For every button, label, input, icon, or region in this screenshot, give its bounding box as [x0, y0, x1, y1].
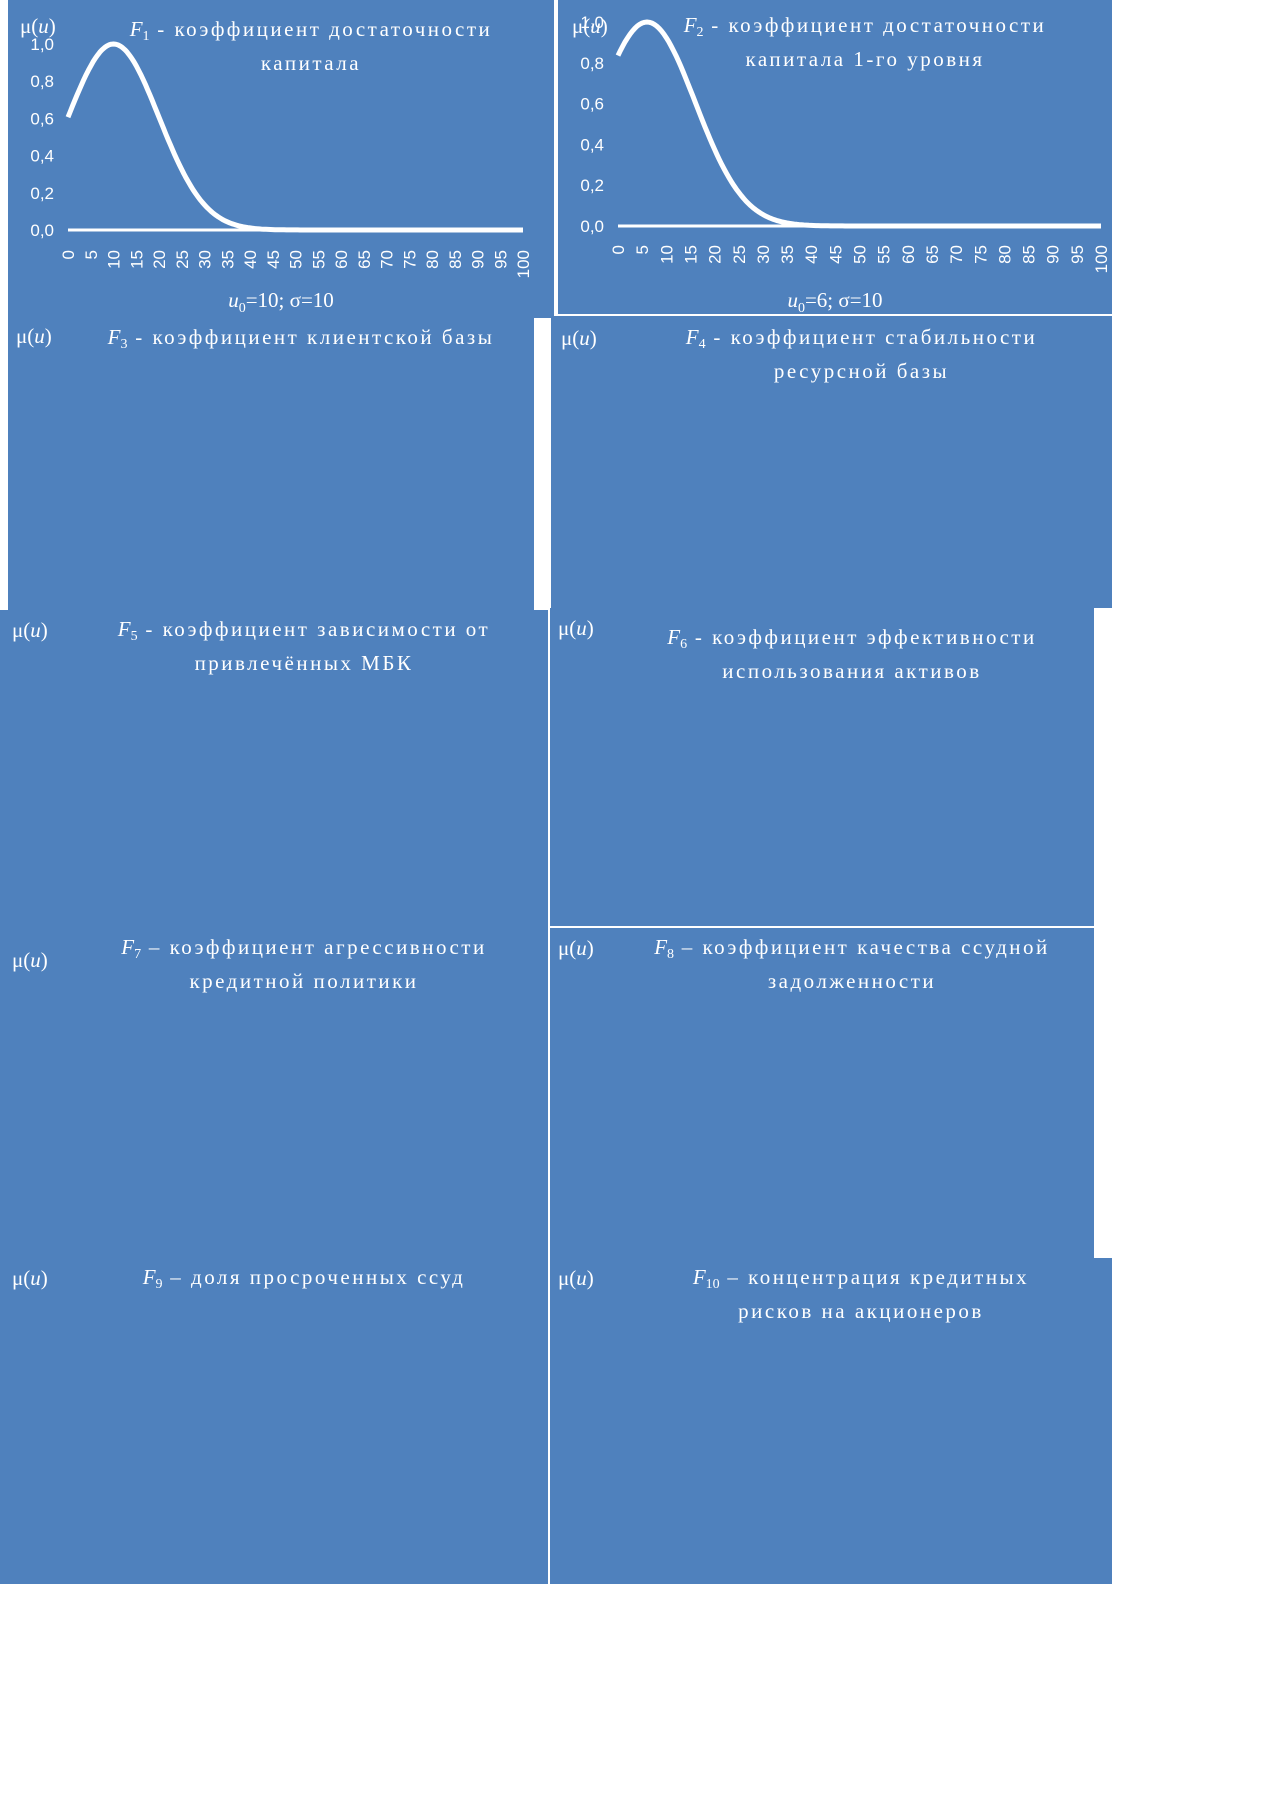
x-tick-label: 80 [423, 250, 442, 269]
x-tick-label: 40 [241, 250, 260, 269]
chart-svg: 0,00,20,40,60,81,00510152025303540455055… [550, 608, 1094, 926]
y-tick-label: 1,0 [30, 35, 54, 54]
x-tick-label: 15 [127, 250, 146, 269]
chart-panel-f9: 0,00,20,40,60,81,00510152025303540455055… [0, 1258, 548, 1584]
x-tick-label: 75 [971, 245, 990, 264]
x-tick-label: 35 [218, 250, 237, 269]
chart-panel-f6: 0,00,20,40,60,81,00510152025303540455055… [550, 608, 1094, 926]
y-axis-label: μ(u) [16, 324, 52, 348]
chart-svg: 0,00,20,40,60,81,00510152025303540455055… [550, 928, 1094, 1258]
chart-svg: 0,00,20,40,60,81,00510152025303540455055… [0, 928, 548, 1258]
x-tick-label: 20 [150, 250, 169, 269]
x-tick-label: 95 [1068, 245, 1087, 264]
y-tick-label: 0,4 [580, 135, 604, 154]
chart-panel-f4: 0,00,20,40,60,81,00510152025303540455055… [551, 316, 1112, 608]
membership-curve [615, 19, 1102, 229]
hatch-bars [617, 22, 779, 226]
x-tick-label: 30 [196, 250, 215, 269]
y-axis-label: μ(u) [20, 14, 56, 38]
y-tick-label: 0,6 [30, 109, 54, 128]
chart-panel-f10: 0,00,20,40,60,81,00510152025303540455055… [550, 1258, 1112, 1584]
chart-caption: u0=10; σ=10 [228, 288, 334, 317]
x-tick-label: 50 [851, 245, 870, 264]
chart-panel-f3: 0,00,20,40,60,81,00510152025303540455055… [8, 318, 534, 610]
x-tick-label: 100 [1092, 245, 1111, 273]
chart-panel-f8: 0,00,20,40,60,81,00510152025303540455055… [550, 928, 1094, 1258]
x-tick-label: 70 [378, 250, 397, 269]
y-tick-label: 0,0 [580, 217, 604, 236]
membership-curve [65, 41, 524, 233]
chart-svg: 0,00,20,40,60,81,00510152025303540455055… [551, 316, 1112, 608]
x-tick-label: 40 [802, 245, 821, 264]
y-tick-label: 1,0 [580, 13, 604, 32]
x-tick-label: 90 [1044, 245, 1063, 264]
chart-caption: u0=6; σ=10 [787, 288, 883, 314]
x-tick-label: 25 [173, 250, 192, 269]
y-axis-label: μ(u) [561, 326, 597, 350]
y-axis-label: μ(u) [12, 618, 48, 642]
x-tick-label: 10 [105, 250, 124, 269]
x-tick-label: 5 [82, 250, 101, 259]
x-tick-label: 5 [633, 245, 652, 254]
x-tick-label: 65 [355, 250, 374, 269]
y-axis-label: μ(u) [572, 14, 608, 38]
x-tick-label: 60 [899, 245, 918, 264]
y-axis-label: μ(u) [558, 936, 594, 960]
y-tick-label: 0,4 [30, 147, 54, 166]
x-tick-label: 45 [264, 250, 283, 269]
chart-svg: 0,00,20,40,60,81,00510152025303540455055… [8, 318, 534, 610]
chart-svg: 0,00,20,40,60,81,00510152025303540455055… [0, 610, 548, 928]
x-tick-label: 55 [309, 250, 328, 269]
x-tick-label: 75 [400, 250, 419, 269]
x-tick-label: 85 [1020, 245, 1039, 264]
x-tick-label: 100 [514, 250, 533, 278]
chart-panel-f7: 0,00,20,40,60,81,00510152025303540455055… [0, 928, 548, 1258]
y-tick-label: 0,8 [580, 54, 604, 73]
x-tick-label: 90 [469, 250, 488, 269]
x-tick-label: 15 [681, 245, 700, 264]
y-tick-label: 0,2 [30, 184, 54, 203]
x-tick-label: 50 [287, 250, 306, 269]
y-tick-label: 0,6 [580, 95, 604, 114]
x-tick-label: 70 [947, 245, 966, 264]
x-tick-label: 45 [826, 245, 845, 264]
y-tick-label: 0,2 [580, 176, 604, 195]
x-tick-label: 20 [706, 245, 725, 264]
x-tick-label: 55 [875, 245, 894, 264]
chart-svg: 0,00,20,40,60,81,00510152025303540455055… [0, 1258, 548, 1584]
chart-panel-f1: 0,0 0,2 0,4 0,6 0,8 1,0 0 5 10 15 20 25 30 35 40 45 50 55… [8, 0, 554, 318]
x-tick-label: 60 [332, 250, 351, 269]
x-tick-label: 35 [778, 245, 797, 264]
x-tick-label: 10 [657, 245, 676, 264]
y-axis-label: μ(u) [12, 948, 48, 972]
x-tick-label: 30 [754, 245, 773, 264]
x-tick-label: 95 [491, 250, 510, 269]
y-axis-label: μ(u) [12, 1266, 48, 1290]
chart-panel-f2: 0,0 0,2 0,4 0,6 0,8 1,0 0 5 10 15 20 25 30 35 40 45 50 55… [558, 0, 1112, 314]
x-tick-label: 85 [446, 250, 465, 269]
x-tick-label: 0 [59, 250, 78, 259]
x-tick-label: 25 [730, 245, 749, 264]
y-axis-label: μ(u) [558, 616, 594, 640]
x-tick-label: 0 [609, 245, 628, 254]
hatch-bars [67, 44, 238, 230]
y-tick-label: 0,8 [30, 72, 54, 91]
x-tick-label: 80 [995, 245, 1014, 264]
y-axis-label: μ(u) [558, 1266, 594, 1290]
chart-panel-f5: 0,00,20,40,60,81,00510152025303540455055… [0, 610, 548, 928]
x-tick-label: 65 [923, 245, 942, 264]
chart-svg: 0,00,20,40,60,81,00510152025303540455055… [550, 1258, 1112, 1584]
y-tick-label: 0,0 [30, 221, 54, 240]
